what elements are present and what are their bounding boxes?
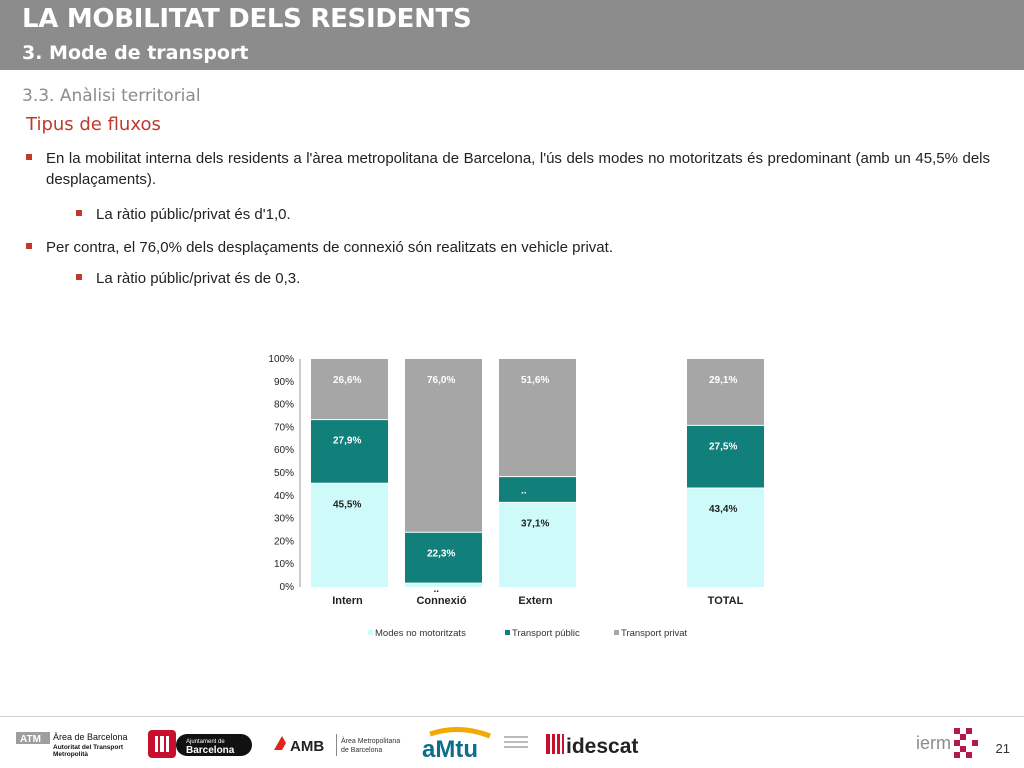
page-title: LA MOBILITAT DELS RESIDENTS: [22, 4, 472, 34]
y-tick-label: 90%: [274, 377, 294, 388]
sub-bullet-item: La ràtio públic/privat és d'1,0.: [76, 204, 291, 225]
bar-segment: [499, 476, 576, 503]
amb-logo: AMB Àrea Metropolitana de Barcelona: [270, 726, 404, 762]
section-title: 3.3. Anàlisi territorial: [22, 86, 201, 106]
y-tick-label: 40%: [274, 491, 294, 502]
data-label: 27,5%: [709, 441, 737, 452]
legend-label: Transport públic: [512, 628, 580, 639]
svg-text:Ajuntament de: Ajuntament de: [186, 739, 225, 745]
bar-segment: [687, 359, 764, 426]
y-tick-label: 70%: [274, 422, 294, 433]
legend-label: Transport privat: [621, 628, 688, 639]
bullet-text: La ràtio públic/privat és d'1,0.: [96, 206, 291, 223]
y-tick-label: 50%: [274, 468, 294, 479]
bullet-square-icon: [76, 210, 82, 216]
data-label: 22,3%: [427, 548, 455, 559]
header-bar: LA MOBILITAT DELS RESIDENTS 3. Mode de t…: [0, 0, 1024, 70]
bar-segment: [687, 425, 764, 489]
bullet-text: Per contra, el 76,0% dels desplaçaments …: [46, 239, 613, 256]
page-number: 21: [995, 741, 1010, 756]
bar-segment: [499, 359, 576, 477]
legend-swatch: [505, 630, 510, 635]
footer-divider: [0, 716, 1024, 717]
idescat-logo: idescat: [546, 726, 650, 762]
svg-text:Autoritat del Transport: Autoritat del Transport: [53, 744, 124, 751]
svg-text:de Barcelona: de Barcelona: [341, 747, 382, 754]
svg-text:Metropolità: Metropolità: [53, 751, 88, 758]
svg-text:AMB: AMB: [290, 738, 324, 755]
svg-text:ierm: ierm: [916, 733, 951, 753]
bar-segment: [311, 419, 388, 484]
y-tick-label: 10%: [274, 559, 294, 570]
legend-swatch: [368, 630, 373, 635]
svg-text:aMtu: aMtu: [422, 736, 478, 762]
y-tick-label: 20%: [274, 536, 294, 547]
atm-logo: ATM Àrea de Barcelona Autoritat del Tran…: [16, 726, 128, 762]
bullet-text: En la mobilitat interna dels residents a…: [46, 150, 990, 188]
y-tick-label: 30%: [274, 514, 294, 525]
bar-segment: [405, 583, 482, 587]
y-tick-label: 0%: [280, 582, 295, 593]
bullet-item: En la mobilitat interna dels residents a…: [26, 148, 990, 190]
legend-swatch: [614, 630, 619, 635]
svg-text:ATM: ATM: [20, 734, 41, 745]
svg-text:Barcelona: Barcelona: [186, 745, 235, 756]
bar-segment: [405, 359, 482, 533]
bullet-item: Per contra, el 76,0% dels desplaçaments …: [26, 237, 613, 258]
amtu-logo: aMtu: [420, 726, 536, 763]
y-tick-label: 100%: [268, 354, 294, 365]
data-label: ..: [521, 486, 527, 497]
data-label: 29,1%: [709, 375, 737, 386]
x-tick-label: Connexió: [416, 595, 466, 607]
legend-label: Modes no motoritzats: [375, 628, 466, 639]
svg-text:idescat: idescat: [566, 735, 638, 758]
data-label: 45,5%: [333, 499, 361, 510]
data-label: 27,9%: [333, 436, 361, 447]
x-tick-label: Intern: [332, 595, 363, 607]
ajuntament-barcelona-logo: Ajuntament de Barcelona: [148, 726, 254, 762]
bullet-text: La ràtio públic/privat és de 0,3.: [96, 270, 301, 287]
bar-segment: [687, 488, 764, 587]
data-label: 43,4%: [709, 504, 737, 515]
stacked-bar-chart: 0% 10% 20% 30% 40% 50% 60% 70% 80% 90% 100% 45,5% 27…: [268, 354, 764, 639]
bar-segment: [311, 359, 388, 420]
iermb-logo: ierm: [914, 726, 984, 762]
data-label: ..: [434, 584, 440, 595]
page-subtitle: 3. Mode de transport: [22, 42, 249, 64]
data-label: 76,0%: [427, 375, 455, 386]
bullet-square-icon: [76, 274, 82, 280]
bar-segment: [405, 532, 482, 584]
bar-segment: [499, 502, 576, 587]
section-heading: Tipus de fluxos: [26, 114, 161, 135]
bar-segment: [311, 483, 388, 587]
svg-text:Àrea Metropolitana: Àrea Metropolitana: [341, 736, 400, 745]
bullet-square-icon: [26, 154, 32, 160]
data-label: 26,6%: [333, 375, 361, 386]
y-tick-label: 60%: [274, 445, 294, 456]
data-label: 37,1%: [521, 518, 549, 529]
sub-bullet-item: La ràtio públic/privat és de 0,3.: [76, 268, 300, 289]
data-label: 51,6%: [521, 375, 549, 386]
bullet-square-icon: [26, 243, 32, 249]
y-tick-label: 80%: [274, 400, 294, 411]
svg-text:Àrea de Barcelona: Àrea de Barcelona: [53, 732, 128, 742]
x-tick-label: TOTAL: [708, 595, 744, 607]
x-tick-label: Extern: [518, 595, 553, 607]
